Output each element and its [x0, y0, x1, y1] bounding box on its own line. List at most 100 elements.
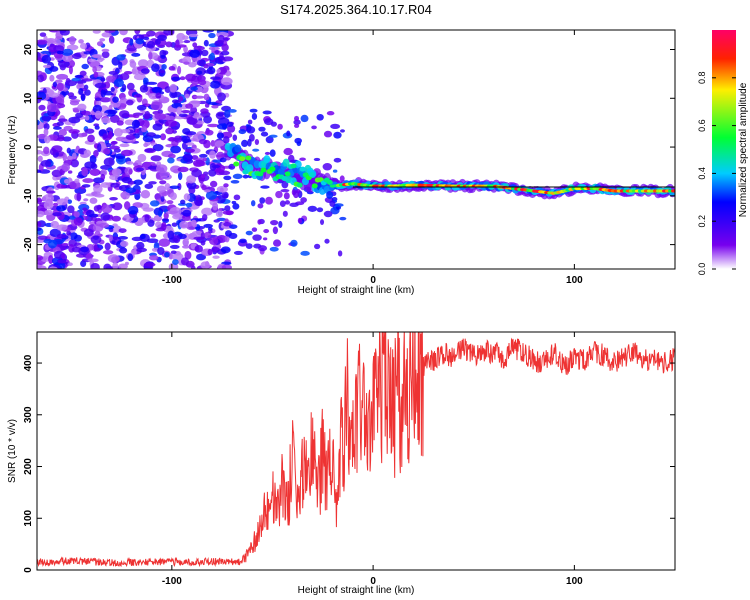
noise-blob: [251, 227, 258, 232]
noise-blob: [165, 127, 175, 135]
noise-blob: [209, 150, 217, 159]
noise-blob: [67, 199, 73, 204]
noise-blob: [37, 197, 43, 205]
noise-blob: [200, 173, 206, 179]
noise-blob: [247, 138, 252, 147]
noise-blob: [125, 134, 136, 140]
noise-blob: [160, 54, 166, 59]
noise-blob: [148, 51, 153, 60]
noise-blob: [249, 108, 258, 113]
noise-blob: [149, 200, 160, 207]
y-tick-label: -10: [23, 188, 34, 203]
noise-blob: [72, 152, 77, 160]
noise-blob: [283, 192, 290, 200]
noise-blob: [185, 202, 193, 208]
noise-blob: [213, 219, 220, 223]
noise-blob: [184, 148, 196, 153]
noise-blob: [157, 246, 165, 255]
noise-blob: [316, 207, 324, 213]
noise-blob: [100, 77, 106, 82]
noise-blob: [314, 243, 321, 250]
noise-blob: [150, 155, 162, 162]
noise-blob: [220, 77, 233, 86]
noise-blob: [84, 115, 90, 121]
noise-blob: [159, 180, 167, 185]
noise-blob: [43, 201, 54, 210]
noise-blob: [41, 54, 52, 64]
noise-blob: [100, 89, 106, 98]
noise-blob: [97, 142, 102, 152]
noise-blob: [171, 99, 179, 104]
noise-blob: [326, 111, 335, 116]
noise-blob: [38, 104, 46, 111]
noise-blob: [185, 103, 194, 109]
noise-blob: [130, 249, 137, 256]
noise-blob: [129, 38, 134, 46]
noise-blob: [275, 190, 283, 199]
noise-blob: [185, 142, 195, 146]
noise-blob: [263, 118, 274, 126]
noise-blob: [156, 185, 166, 193]
noise-blob: [300, 114, 309, 123]
noise-blob: [133, 73, 146, 81]
noise-blob: [115, 256, 120, 262]
noise-blob: [58, 129, 68, 136]
noise-blob: [245, 243, 253, 250]
noise-blob: [221, 191, 229, 199]
noise-blob: [69, 100, 80, 106]
noise-blob: [148, 181, 157, 185]
noise-blob: [323, 210, 333, 218]
noise-blob: [201, 207, 213, 216]
y-tick-label: 0: [23, 567, 34, 573]
noise-blob: [109, 114, 120, 123]
noise-blob: [171, 76, 181, 82]
noise-blob: [138, 34, 145, 39]
noise-blob: [165, 41, 173, 48]
noise-blob: [94, 125, 100, 130]
noise-blob: [185, 73, 197, 82]
noise-blob: [337, 250, 343, 257]
noise-blob: [228, 163, 236, 170]
noise-blob: [191, 230, 204, 238]
noise-blob: [80, 93, 86, 102]
noise-blob: [63, 178, 70, 184]
noise-blob: [279, 200, 286, 208]
noise-blob: [37, 255, 44, 261]
noise-blob: [66, 155, 74, 160]
noise-blob: [172, 259, 179, 266]
noise-blob: [141, 126, 148, 133]
noise-blob: [224, 37, 229, 42]
spectrogram-y-label: Frequency (Hz): [7, 116, 18, 185]
noise-blob: [41, 115, 52, 122]
noise-blob: [61, 163, 70, 172]
noise-blob: [182, 35, 189, 40]
x-tick-label: 100: [566, 275, 583, 286]
noise-blob: [53, 45, 65, 53]
noise-blob: [292, 190, 299, 199]
noise-blob: [196, 70, 203, 75]
noise-blob: [157, 209, 163, 217]
noise-blob: [62, 136, 72, 142]
x-tick-label: 0: [370, 576, 376, 587]
noise-blob: [61, 252, 66, 260]
noise-blob: [113, 103, 118, 108]
noise-blob: [56, 121, 64, 126]
noise-blob: [136, 247, 148, 253]
noise-blob: [134, 30, 141, 35]
ridge-core: [233, 161, 240, 167]
colorbar: 0.0 0.2 0.4 0.6 0.8 Normalized spectral ampl…: [697, 30, 749, 275]
spectrogram-x-label: Height of straight line (km): [298, 285, 415, 296]
ridge-core: [290, 163, 297, 169]
noise-blob: [210, 76, 221, 80]
noise-blob: [258, 245, 268, 252]
noise-blob: [101, 51, 110, 59]
noise-blob: [126, 82, 135, 91]
noise-blob: [76, 192, 82, 202]
noise-blob: [39, 32, 47, 37]
noise-blob: [220, 246, 231, 254]
noise-blob: [224, 230, 233, 237]
noise-blob: [48, 65, 59, 72]
noise-blob: [78, 87, 84, 95]
noise-blob: [71, 246, 82, 253]
y-tick-label: 200: [23, 458, 34, 475]
